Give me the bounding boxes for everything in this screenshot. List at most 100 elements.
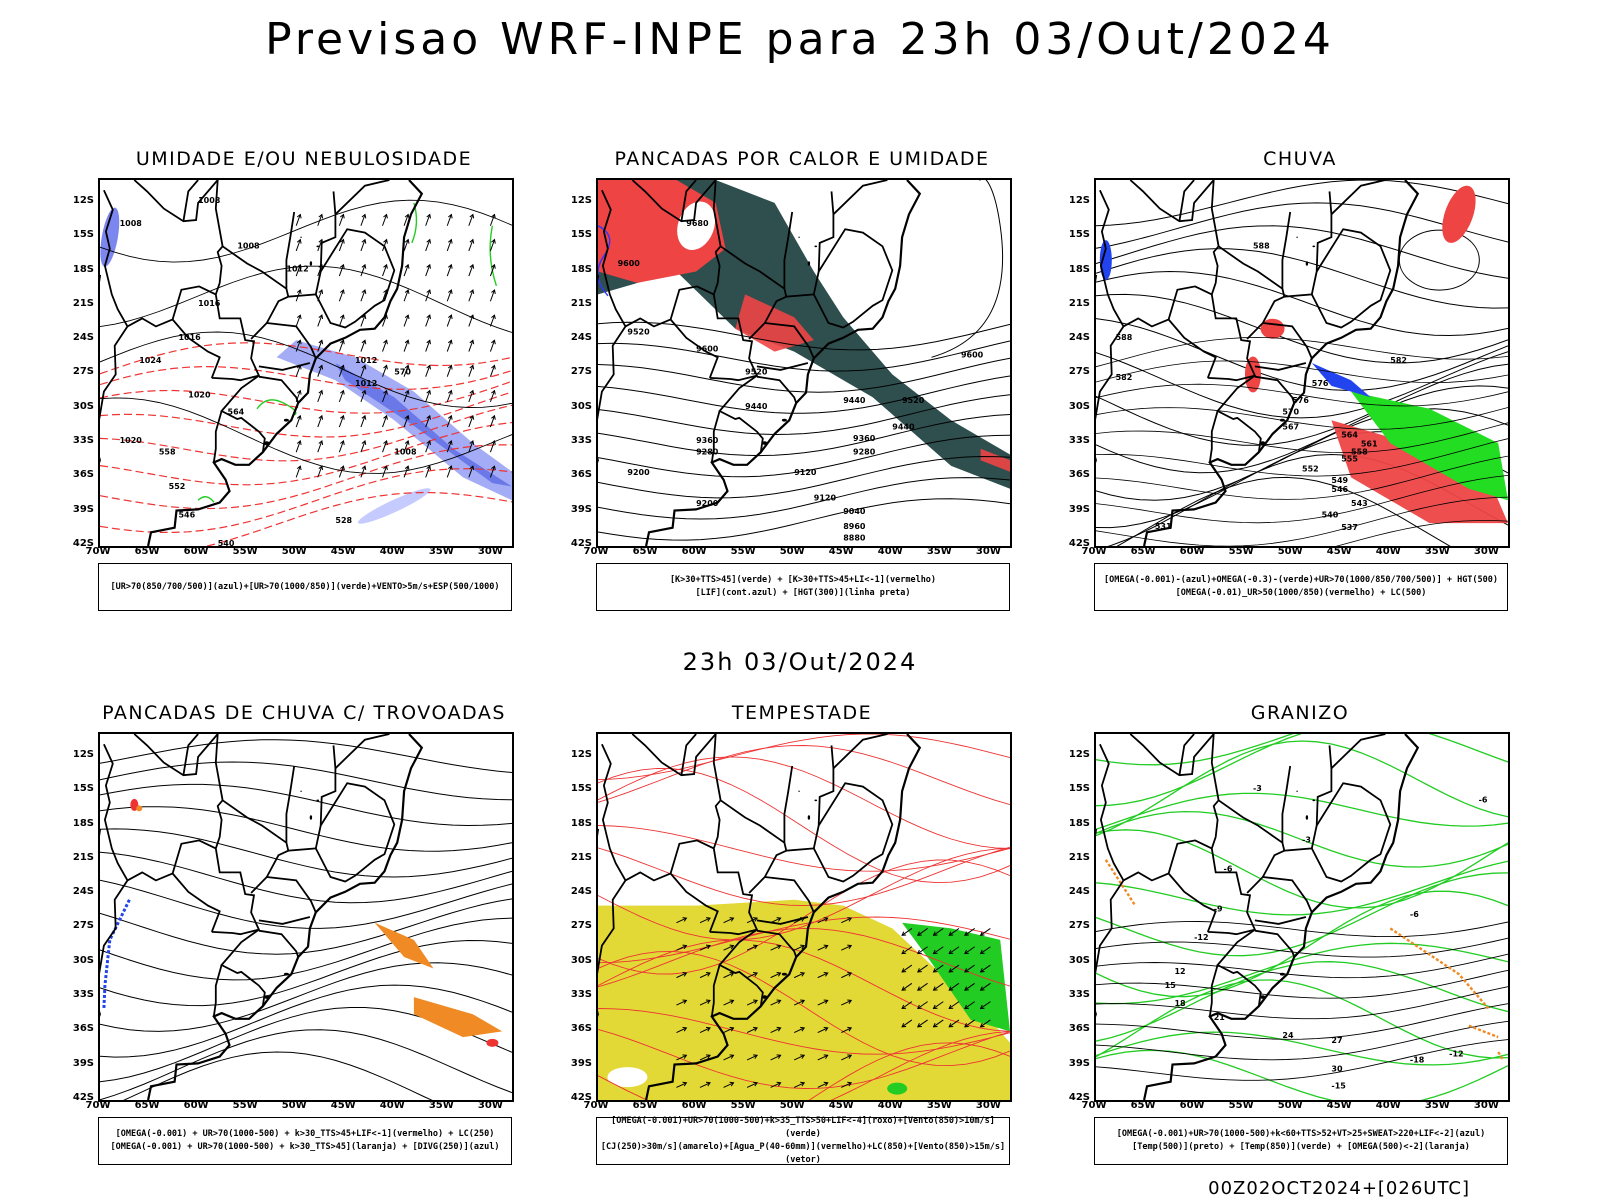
wind-vector-head xyxy=(469,263,475,269)
wind-vector xyxy=(933,1019,944,1028)
clear-area xyxy=(607,1067,648,1088)
streamline-red xyxy=(598,927,1010,988)
thickness-contour xyxy=(205,491,512,546)
pressure-isobar xyxy=(100,331,512,408)
longitude-tick-label: 60W xyxy=(183,546,209,557)
latitude-tick-label: 18S xyxy=(72,263,94,275)
contour-label: 9520 xyxy=(745,367,768,376)
wind-vector-head xyxy=(964,949,969,955)
political-border xyxy=(709,180,759,382)
wind-vector xyxy=(793,999,805,1006)
wind-vector xyxy=(948,982,960,991)
political-border xyxy=(103,743,217,882)
rain-area-red xyxy=(1331,420,1508,524)
contour-label: 9600 xyxy=(961,350,984,359)
wind-vector xyxy=(425,365,431,377)
wind-vector-head xyxy=(469,414,475,420)
height-contour xyxy=(598,375,1010,414)
wind-vector-head xyxy=(847,999,853,1004)
wind-vector xyxy=(382,314,388,327)
political-border xyxy=(258,929,300,958)
wind-vector xyxy=(793,1054,805,1061)
wind-vector-head xyxy=(948,1022,954,1028)
wind-vector xyxy=(317,440,323,453)
contour-label: 12 xyxy=(1174,967,1185,976)
lake xyxy=(300,236,302,238)
wind-vector xyxy=(793,945,805,951)
lake xyxy=(762,441,768,445)
contour-label: 1012 xyxy=(355,379,377,388)
lake xyxy=(781,972,787,976)
political-border xyxy=(598,325,627,463)
lake xyxy=(1296,790,1298,792)
wind-vector xyxy=(317,415,323,428)
wind-vector xyxy=(317,340,323,352)
contour-label: 24 xyxy=(1282,1031,1294,1040)
latitude-tick-label: 24S xyxy=(72,886,94,898)
wind-vector-head xyxy=(296,465,302,471)
wind-vector-head xyxy=(753,1054,758,1059)
height-contour xyxy=(598,498,1010,541)
longitude-tick-label: 60W xyxy=(681,546,707,557)
latitude-tick-label: 42S xyxy=(1068,1092,1090,1103)
instability-area-red xyxy=(735,294,814,352)
wind-vector-head xyxy=(948,986,954,991)
latitude-tick-label: 39S xyxy=(1068,1057,1090,1069)
latitude-axis: 12S 15S 18S 21S 24S 27S 30S 33S 36S 39S 42S xyxy=(556,178,592,549)
wind-vector-head xyxy=(682,1026,688,1032)
longitude-tick-label: 70W xyxy=(85,546,111,557)
wind-vector xyxy=(770,972,781,979)
lake xyxy=(798,236,800,238)
storm-area-red xyxy=(486,1038,499,1047)
thickness-contour xyxy=(100,444,512,510)
streamline xyxy=(100,917,512,981)
latitude-tick-label: 42S xyxy=(72,538,94,549)
wind-vector-head xyxy=(447,414,453,420)
contour-label: 18 xyxy=(1174,999,1186,1008)
lake xyxy=(1279,972,1285,976)
wind-vector xyxy=(338,340,344,352)
wind-vector-head xyxy=(823,1054,829,1059)
wind-vector xyxy=(338,314,344,327)
political-border xyxy=(258,375,300,404)
latitude-tick-label: 27S xyxy=(1068,920,1090,932)
wind-vector-head xyxy=(682,999,688,1004)
contour-label: -12 xyxy=(1194,933,1208,942)
wind-vector-head xyxy=(339,439,345,445)
temperature-850-contour xyxy=(1096,1031,1508,1066)
footer-timestamp: 00Z02OCT2024+[026UTC] xyxy=(1208,1178,1470,1199)
contour-label: 576 xyxy=(1292,396,1309,405)
contour-label: 561 xyxy=(1361,439,1378,448)
contour-label: 9040 xyxy=(843,507,866,516)
latitude-tick-label: 30S xyxy=(1068,400,1090,412)
contour-label: 558 xyxy=(1351,448,1368,457)
wind-vector xyxy=(360,340,366,352)
wind-vector xyxy=(489,390,495,403)
height-contour xyxy=(598,455,1010,499)
wind-vector-head xyxy=(318,439,324,445)
wind-vector-head xyxy=(426,263,431,269)
lake xyxy=(814,799,818,802)
wind-vector-head xyxy=(404,263,410,269)
longitude-tick-label: 50W xyxy=(779,1100,805,1111)
rain-area-blue xyxy=(1311,363,1371,398)
wind-vector-head xyxy=(729,1054,735,1059)
wind-vector xyxy=(295,264,301,277)
longitude-tick-label: 65W xyxy=(134,546,160,557)
wind-vector-head xyxy=(979,1022,985,1028)
wind-area-green xyxy=(887,1082,908,1095)
wind-vector xyxy=(317,465,323,478)
wind-vector xyxy=(360,440,366,453)
height-contour xyxy=(1096,496,1508,546)
longitude-tick-label: 55W xyxy=(1228,546,1254,557)
political-border xyxy=(1099,743,1213,882)
moisture-patch xyxy=(357,488,431,524)
wind-vector xyxy=(446,365,452,377)
political-border xyxy=(133,734,219,777)
wind-vector-head xyxy=(447,314,453,320)
wind-vector xyxy=(338,264,344,277)
political-border xyxy=(669,872,719,933)
wind-vector xyxy=(446,264,452,277)
wind-vector xyxy=(360,390,366,403)
pressure-isobar xyxy=(100,397,512,474)
